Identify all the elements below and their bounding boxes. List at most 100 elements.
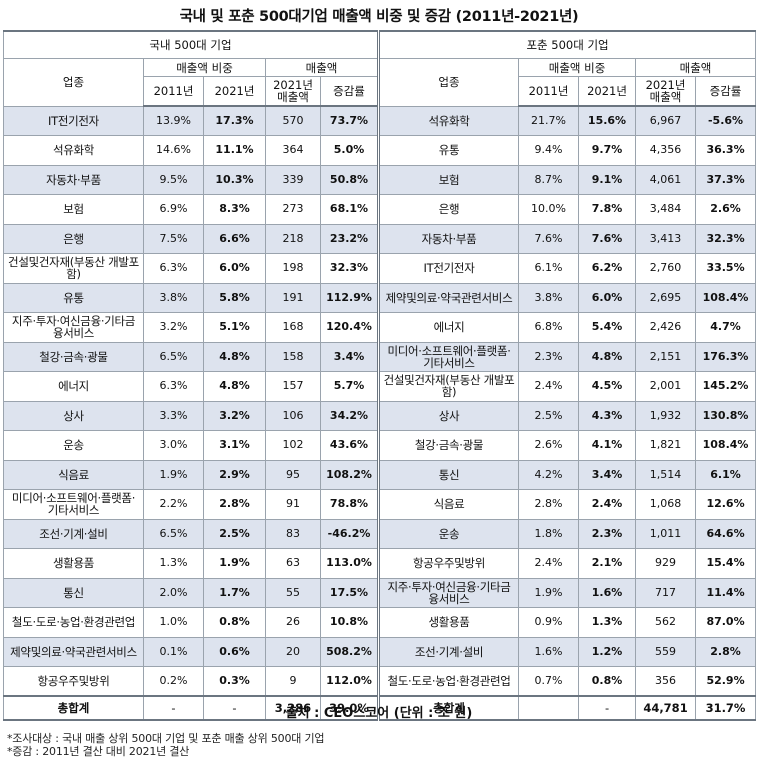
right-sales-2021-cell: 6,967: [635, 105, 697, 136]
left-share-2011-cell: 1.3%: [143, 548, 204, 579]
right-sales-2021-cell: 3,413: [635, 223, 697, 254]
left-industry-cell: 은행: [3, 223, 144, 254]
left-share-2021-cell: 3.1%: [203, 430, 266, 461]
right-change-rate-cell: 52.9%: [695, 666, 757, 697]
left-sales-2021-cell: 83: [265, 518, 321, 549]
left-sales-2021-cell: 26: [265, 607, 321, 638]
right-share-2011-cell: 2.3%: [518, 341, 580, 372]
left-sales-2021-cell: 364: [265, 135, 321, 166]
table-row: 통신 2.0% 1.7% 55 17.5% 지주·투자·여신금융·기타금융서비스 1.9% 1…: [3, 577, 757, 608]
right-total-2011: [518, 695, 580, 721]
right-change-rate-cell: 145.2%: [695, 371, 757, 402]
table-row: 석유화학 14.6% 11.1% 364 5.0% 유통 9.4% 9.7% 4,356 36.3…: [3, 135, 757, 166]
right-sales-2021-cell: 2,426: [635, 312, 697, 343]
right-sales-2021-cell: 559: [635, 636, 697, 667]
left-share-2011-cell: 14.6%: [143, 135, 204, 166]
right-share-2011-cell: 9.4%: [518, 135, 580, 166]
left-industry-cell: 건설및건자재(부동산 개발포함): [3, 253, 144, 284]
left-share-2011-cell: 3.8%: [143, 282, 204, 313]
right-share-2021-cell: 2.4%: [578, 489, 637, 520]
left-change-rate-cell: 78.8%: [319, 489, 380, 520]
left-sales-2021-cell: 157: [265, 371, 321, 402]
table-body: IT전기전자 13.9% 17.3% 570 73.7% 석유화학 21.7% 15.6% 6,…: [3, 105, 757, 697]
right-change-rate-cell: 2.8%: [695, 636, 757, 667]
left-2011-header: 2011년: [143, 76, 204, 107]
right-change-rate-cell: 12.6%: [695, 489, 757, 520]
left-share-2011-cell: 6.3%: [143, 371, 204, 402]
left-total-change: 39.0%: [319, 695, 380, 721]
left-industry-cell: 유통: [3, 282, 144, 313]
left-share-2021-cell: 11.1%: [203, 135, 266, 166]
table-row: 은행 7.5% 6.6% 218 23.2% 자동차·부품 7.6% 7.6% 3,413 32.…: [3, 223, 757, 254]
right-share-2021-cell: 4.5%: [578, 371, 637, 402]
table-row: 미디어·소프트웨어·플랫폼·기타서비스 2.2% 2.8% 91 78.8% 식음료 2.8…: [3, 489, 757, 520]
left-change-rate-cell: 50.8%: [319, 164, 380, 195]
left-change-rate-cell: 68.1%: [319, 194, 380, 225]
note-change: *증감 : 2011년 결산 대비 2021년 결산: [7, 745, 190, 758]
right-sales2021-header: 2021년 매출액: [635, 76, 697, 107]
left-change-rate-cell: 113.0%: [319, 548, 380, 579]
left-share-2011-cell: 2.2%: [143, 489, 204, 520]
left-share-2021-cell: 6.6%: [203, 223, 266, 254]
left-sales-2021-cell: 158: [265, 341, 321, 372]
note-survey: *조사대상 : 국내 매출 상위 500대 기업 및 포춘 매출 상위 500대…: [7, 732, 325, 745]
right-share-2021-cell: 4.8%: [578, 341, 637, 372]
left-industry-cell: 제약및의료·약국관련서비스: [3, 636, 144, 667]
table-row: IT전기전자 13.9% 17.3% 570 73.7% 석유화학 21.7% 15.6% 6,…: [3, 105, 757, 136]
right-sales-2021-cell: 1,514: [635, 459, 697, 490]
right-industry-cell: 생활용품: [377, 607, 520, 638]
right-2021-header: 2021년: [578, 76, 637, 107]
table-row: 에너지 6.3% 4.8% 157 5.7% 건설및건자재(부동산 개발포함) 2.4% 4.…: [3, 371, 757, 402]
left-change-rate-cell: -46.2%: [319, 518, 380, 549]
left-share-2011-cell: 2.0%: [143, 577, 204, 608]
left-change-rate-cell: 73.7%: [319, 105, 380, 136]
left-sales-2021-cell: 198: [265, 253, 321, 284]
left-share-2011-cell: 6.5%: [143, 518, 204, 549]
left-share-header: 매출액 비중: [143, 58, 266, 77]
right-sales-2021-cell: 1,821: [635, 430, 697, 461]
right-share-2021-cell: 9.1%: [578, 164, 637, 195]
left-change-rate-cell: 5.0%: [319, 135, 380, 166]
right-industry-cell: 조선·기계·설비: [377, 636, 520, 667]
left-share-2021-cell: 0.6%: [203, 636, 266, 667]
left-sales-2021-cell: 20: [265, 636, 321, 667]
right-change-rate-cell: -5.6%: [695, 105, 757, 136]
left-industry-cell: IT전기전자: [3, 105, 144, 136]
right-share-2011-cell: 1.6%: [518, 636, 580, 667]
left-share-2011-cell: 1.9%: [143, 459, 204, 490]
left-share-2021-cell: 6.0%: [203, 253, 266, 284]
left-change-rate-cell: 17.5%: [319, 577, 380, 608]
left-change-rate-cell: 508.2%: [319, 636, 380, 667]
left-industry-cell: 철강·금속·광물: [3, 341, 144, 372]
right-share-2011-cell: 8.7%: [518, 164, 580, 195]
source-caption: 출처 : CEO스코어 (단위 : 조 원): [285, 706, 473, 721]
right-industry-cell: IT전기전자: [377, 253, 520, 284]
right-change-rate-cell: 6.1%: [695, 459, 757, 490]
left-share-2011-cell: 6.9%: [143, 194, 204, 225]
left-share-2021-cell: 1.7%: [203, 577, 266, 608]
right-group-header: 포춘 500대 기업: [377, 30, 757, 59]
right-sales-2021-cell: 929: [635, 548, 697, 579]
left-sales-2021-cell: 191: [265, 282, 321, 313]
right-share-2021-cell: 6.2%: [578, 253, 637, 284]
left-industry-cell: 미디어·소프트웨어·플랫폼·기타서비스: [3, 489, 144, 520]
right-total-2021: -: [578, 695, 637, 721]
left-share-2011-cell: 3.3%: [143, 400, 204, 431]
left-change-rate-cell: 34.2%: [319, 400, 380, 431]
right-sales-2021-cell: 356: [635, 666, 697, 697]
left-share-2011-cell: 0.1%: [143, 636, 204, 667]
right-sales-2021-cell: 1,011: [635, 518, 697, 549]
page-title: 국내 및 포춘 500대기업 매출액 비중 및 증감 (2011년-2021년): [179, 9, 579, 25]
left-sales-2021-cell: 102: [265, 430, 321, 461]
right-share-2011-cell: 3.8%: [518, 282, 580, 313]
table-row: 항공우주및방위 0.2% 0.3% 9 112.0% 철도·도로·농업·환경관련업 0.7%…: [3, 666, 757, 697]
table-row: 지주·투자·여신금융·기타금융서비스 3.2% 5.1% 168 120.4% 에너지 6.…: [3, 312, 757, 343]
right-sales-2021-cell: 1,068: [635, 489, 697, 520]
left-industry-cell: 철도·도로·농업·환경관련업: [3, 607, 144, 638]
left-share-2011-cell: 1.0%: [143, 607, 204, 638]
left-industry-cell: 자동차·부품: [3, 164, 144, 195]
table-row: 생활용품 1.3% 1.9% 63 113.0% 항공우주및방위 2.4% 2.1% 929 15…: [3, 548, 757, 579]
left-industry-cell: 항공우주및방위: [3, 666, 144, 697]
right-change-rate-cell: 11.4%: [695, 577, 757, 608]
table-row: 상사 3.3% 3.2% 106 34.2% 상사 2.5% 4.3% 1,932 130.8%: [3, 400, 757, 431]
